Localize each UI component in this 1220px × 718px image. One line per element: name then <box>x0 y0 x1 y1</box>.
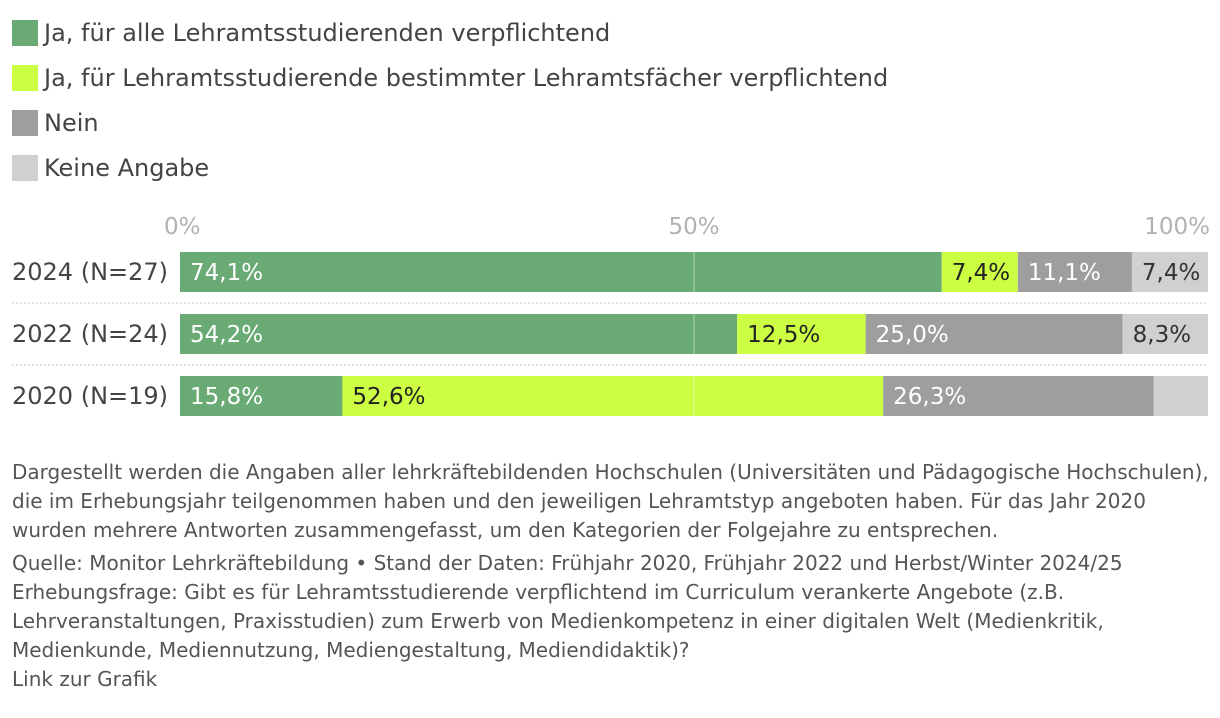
data-label: 52,6% <box>352 384 425 410</box>
bar-segment <box>1131 252 1208 292</box>
chart-description: Dargestellt werden die Angaben aller leh… <box>12 460 1209 542</box>
data-label: 7,4% <box>952 260 1010 286</box>
legend-swatch <box>12 154 38 181</box>
legend-swatch <box>12 64 38 91</box>
data-label: 12,5% <box>747 322 820 348</box>
data-source: Quelle: Monitor Lehrkräftebildung • Stan… <box>12 551 1123 575</box>
x-tick-label: 100% <box>1144 214 1210 240</box>
data-label: 26,3% <box>893 384 966 410</box>
bar-segment <box>1017 252 1132 292</box>
bar-segment <box>941 252 1018 292</box>
bar-segment <box>180 376 343 416</box>
legend-label: Ja, für alle Lehramtsstudierenden verpfl… <box>44 18 611 47</box>
x-tick-label: 50% <box>668 214 719 240</box>
bar-segment <box>342 376 884 416</box>
legend-label: Keine Angabe <box>44 153 210 182</box>
bar-segment <box>1122 314 1208 354</box>
legend-item-certain-subjects-mandatory: Ja, für Lehramtsstudierende bestimmter L… <box>12 55 888 100</box>
bar-segment <box>737 314 866 354</box>
data-label: 11,1% <box>1028 260 1101 286</box>
x-tick-label: 0% <box>164 214 201 240</box>
bar-segment <box>180 252 942 292</box>
bar-segment <box>865 314 1123 354</box>
legend-item-no: Nein <box>12 100 888 145</box>
data-label: 15,8% <box>190 384 263 410</box>
legend-swatch <box>12 109 38 136</box>
chart-link[interactable]: Link zur Grafik <box>12 667 158 691</box>
legend-item-all-mandatory: Ja, für alle Lehramtsstudierenden verpfl… <box>12 10 888 55</box>
legend-label: Nein <box>44 108 99 137</box>
data-label: 25,0% <box>876 322 949 348</box>
data-label: 8,3% <box>1133 322 1191 348</box>
category-label: 2024 (N=27) <box>12 258 168 286</box>
stacked-bar-chart: 0% 50% 100% 2024 (N=27) 74,1% 7,4% 11,1% 7,4% 20… <box>12 214 1210 416</box>
bar-segment <box>883 376 1154 416</box>
bar-segment <box>1153 376 1208 416</box>
bar-segment <box>180 314 738 354</box>
legend-label: Ja, für Lehramtsstudierende bestimmter L… <box>44 63 889 92</box>
data-label: 54,2% <box>190 322 263 348</box>
legend: Ja, für alle Lehramtsstudierenden verpfl… <box>12 10 888 190</box>
category-label: 2022 (N=24) <box>12 320 168 348</box>
data-label: 7,4% <box>1142 260 1200 286</box>
category-label: 2020 (N=19) <box>12 382 168 410</box>
survey-question: Erhebungsfrage: Gibt es für Lehramtsstud… <box>12 580 1104 662</box>
legend-swatch <box>12 19 38 46</box>
data-label: 74,1% <box>190 260 263 286</box>
legend-item-no-answer: Keine Angabe <box>12 145 888 190</box>
chart-notes: Dargestellt werden die Angaben aller leh… <box>12 458 1212 694</box>
